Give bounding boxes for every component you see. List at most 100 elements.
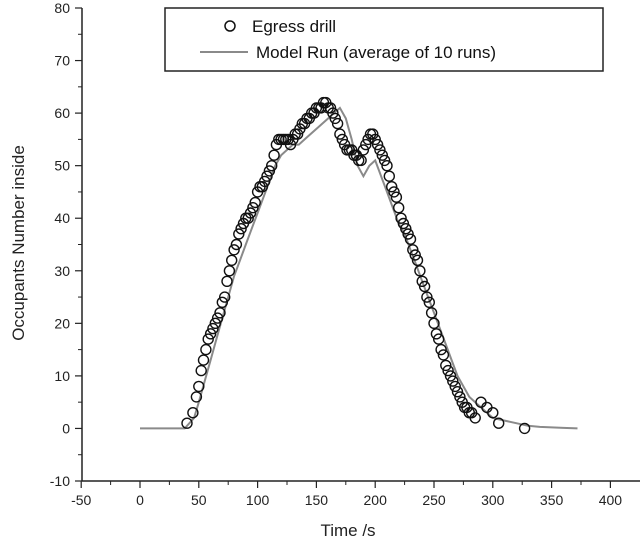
data-point-egress-drill bbox=[327, 107, 339, 119]
data-point-egress-drill bbox=[397, 217, 410, 230]
legend-label-egress-drill: Egress drill bbox=[252, 17, 336, 36]
y-tick-label: 70 bbox=[54, 53, 70, 69]
y-ticks: -10 0 10 20 30 40 50 60 70 80 bbox=[50, 0, 82, 489]
x-tick-label: 400 bbox=[599, 492, 623, 508]
x-tick-label: 150 bbox=[305, 492, 329, 508]
data-point-egress-drill bbox=[230, 238, 243, 251]
data-point-egress-drill bbox=[444, 370, 457, 382]
data-point-egress-drill bbox=[393, 201, 405, 214]
data-point-egress-drill bbox=[225, 254, 238, 266]
data-point-egress-drill bbox=[235, 222, 247, 235]
legend-marker-egress-drill bbox=[224, 20, 236, 32]
data-point-egress-drill bbox=[423, 296, 435, 308]
data-point-egress-drill bbox=[195, 364, 207, 377]
data-point-egress-drill bbox=[291, 128, 304, 140]
data-point-egress-drill bbox=[357, 144, 370, 156]
data-point-egress-drill bbox=[425, 307, 438, 319]
data-point-egress-drill bbox=[200, 343, 212, 356]
data-point-egress-drill bbox=[371, 138, 384, 151]
data-point-egress-drill bbox=[209, 317, 222, 329]
series-layer bbox=[140, 96, 578, 435]
data-point-egress-drill bbox=[390, 191, 403, 203]
data-point-egress-drill bbox=[404, 233, 417, 245]
data-point-egress-drill bbox=[190, 391, 203, 403]
data-point-egress-drill bbox=[451, 386, 464, 398]
data-point-egress-drill bbox=[193, 380, 205, 393]
data-point-egress-drill bbox=[454, 391, 466, 403]
data-point-egress-drill bbox=[228, 244, 240, 256]
data-point-egress-drill bbox=[336, 133, 348, 146]
data-point-egress-drill bbox=[334, 128, 346, 140]
data-point-egress-drill bbox=[449, 380, 461, 393]
data-point-egress-drill bbox=[469, 412, 481, 424]
data-point-egress-drill bbox=[181, 417, 193, 429]
data-point-egress-drill bbox=[374, 144, 386, 156]
data-point-egress-drill bbox=[440, 359, 452, 372]
data-point-egress-drill bbox=[233, 228, 245, 240]
data-point-egress-drill bbox=[259, 175, 271, 188]
axes bbox=[81, 8, 640, 482]
y-tick-label: 10 bbox=[54, 368, 70, 384]
data-point-egress-drill bbox=[187, 407, 199, 419]
data-point-egress-drill bbox=[261, 170, 273, 182]
data-point-egress-drill bbox=[388, 186, 400, 198]
data-point-egress-drill bbox=[211, 312, 224, 324]
x-tick-label: 300 bbox=[481, 492, 505, 508]
data-point-egress-drill bbox=[367, 128, 379, 140]
data-point-egress-drill bbox=[355, 154, 367, 167]
y-axis-title: Occupants Number inside bbox=[9, 145, 28, 341]
data-point-egress-drill bbox=[221, 275, 233, 287]
data-point-egress-drill bbox=[207, 322, 219, 335]
data-point-egress-drill bbox=[409, 249, 421, 261]
data-point-egress-drill bbox=[381, 159, 393, 172]
data-point-egress-drill bbox=[518, 422, 531, 435]
data-point-egress-drill bbox=[386, 180, 398, 193]
data-point-egress-drill bbox=[447, 375, 459, 387]
data-point-egress-drill bbox=[263, 165, 276, 177]
data-point-egress-drill bbox=[376, 149, 388, 161]
data-point-egress-drill bbox=[242, 212, 254, 224]
data-point-egress-drill bbox=[266, 159, 278, 172]
data-point-egress-drill bbox=[395, 212, 407, 224]
data-point-egress-drill bbox=[487, 407, 499, 419]
data-point-egress-drill bbox=[442, 364, 454, 377]
y-tick-label: 40 bbox=[54, 210, 70, 226]
y-tick-label: 80 bbox=[54, 0, 70, 16]
data-point-egress-drill bbox=[481, 401, 493, 414]
data-point-egress-drill bbox=[329, 112, 341, 125]
data-point-egress-drill bbox=[414, 265, 426, 277]
x-tick-label: 250 bbox=[422, 492, 446, 508]
data-point-egress-drill bbox=[378, 154, 391, 167]
data-point-egress-drill bbox=[435, 343, 447, 356]
x-tick-label: -50 bbox=[71, 492, 91, 508]
y-tick-label: -10 bbox=[50, 473, 70, 489]
data-point-egress-drill bbox=[428, 317, 440, 329]
data-point-egress-drill bbox=[360, 138, 372, 151]
data-point-egress-drill bbox=[204, 328, 217, 340]
x-tick-label: 350 bbox=[540, 492, 564, 508]
x-tick-label: 50 bbox=[191, 492, 207, 508]
data-point-egress-drill bbox=[249, 196, 261, 209]
data-point-egress-drill bbox=[223, 265, 236, 277]
data-point-egress-drill bbox=[475, 396, 487, 408]
y-tick-label: 50 bbox=[54, 158, 70, 174]
data-point-egress-drill bbox=[247, 201, 259, 214]
data-point-egress-drill bbox=[214, 307, 226, 319]
data-point-egress-drill bbox=[411, 254, 424, 266]
data-point-egress-drill bbox=[218, 291, 231, 303]
legend: Egress drill Model Run (average of 10 ru… bbox=[164, 7, 604, 72]
x-ticks: -50 0 50 100 150 200 250 300 350 400 bbox=[71, 481, 622, 508]
data-point-egress-drill bbox=[400, 222, 412, 235]
data-point-egress-drill bbox=[268, 149, 280, 161]
x-tick-label: 100 bbox=[246, 492, 270, 508]
data-point-egress-drill bbox=[256, 180, 268, 193]
data-point-egress-drill bbox=[416, 275, 428, 287]
data-point-egress-drill bbox=[331, 117, 344, 130]
legend-box bbox=[164, 7, 604, 72]
y-tick-label: 60 bbox=[54, 105, 70, 121]
x-axis-title: Time /s bbox=[320, 521, 375, 540]
data-point-egress-drill bbox=[421, 291, 433, 303]
data-point-egress-drill bbox=[284, 138, 297, 151]
data-point-egress-drill bbox=[418, 280, 431, 293]
data-point-egress-drill bbox=[202, 333, 214, 345]
